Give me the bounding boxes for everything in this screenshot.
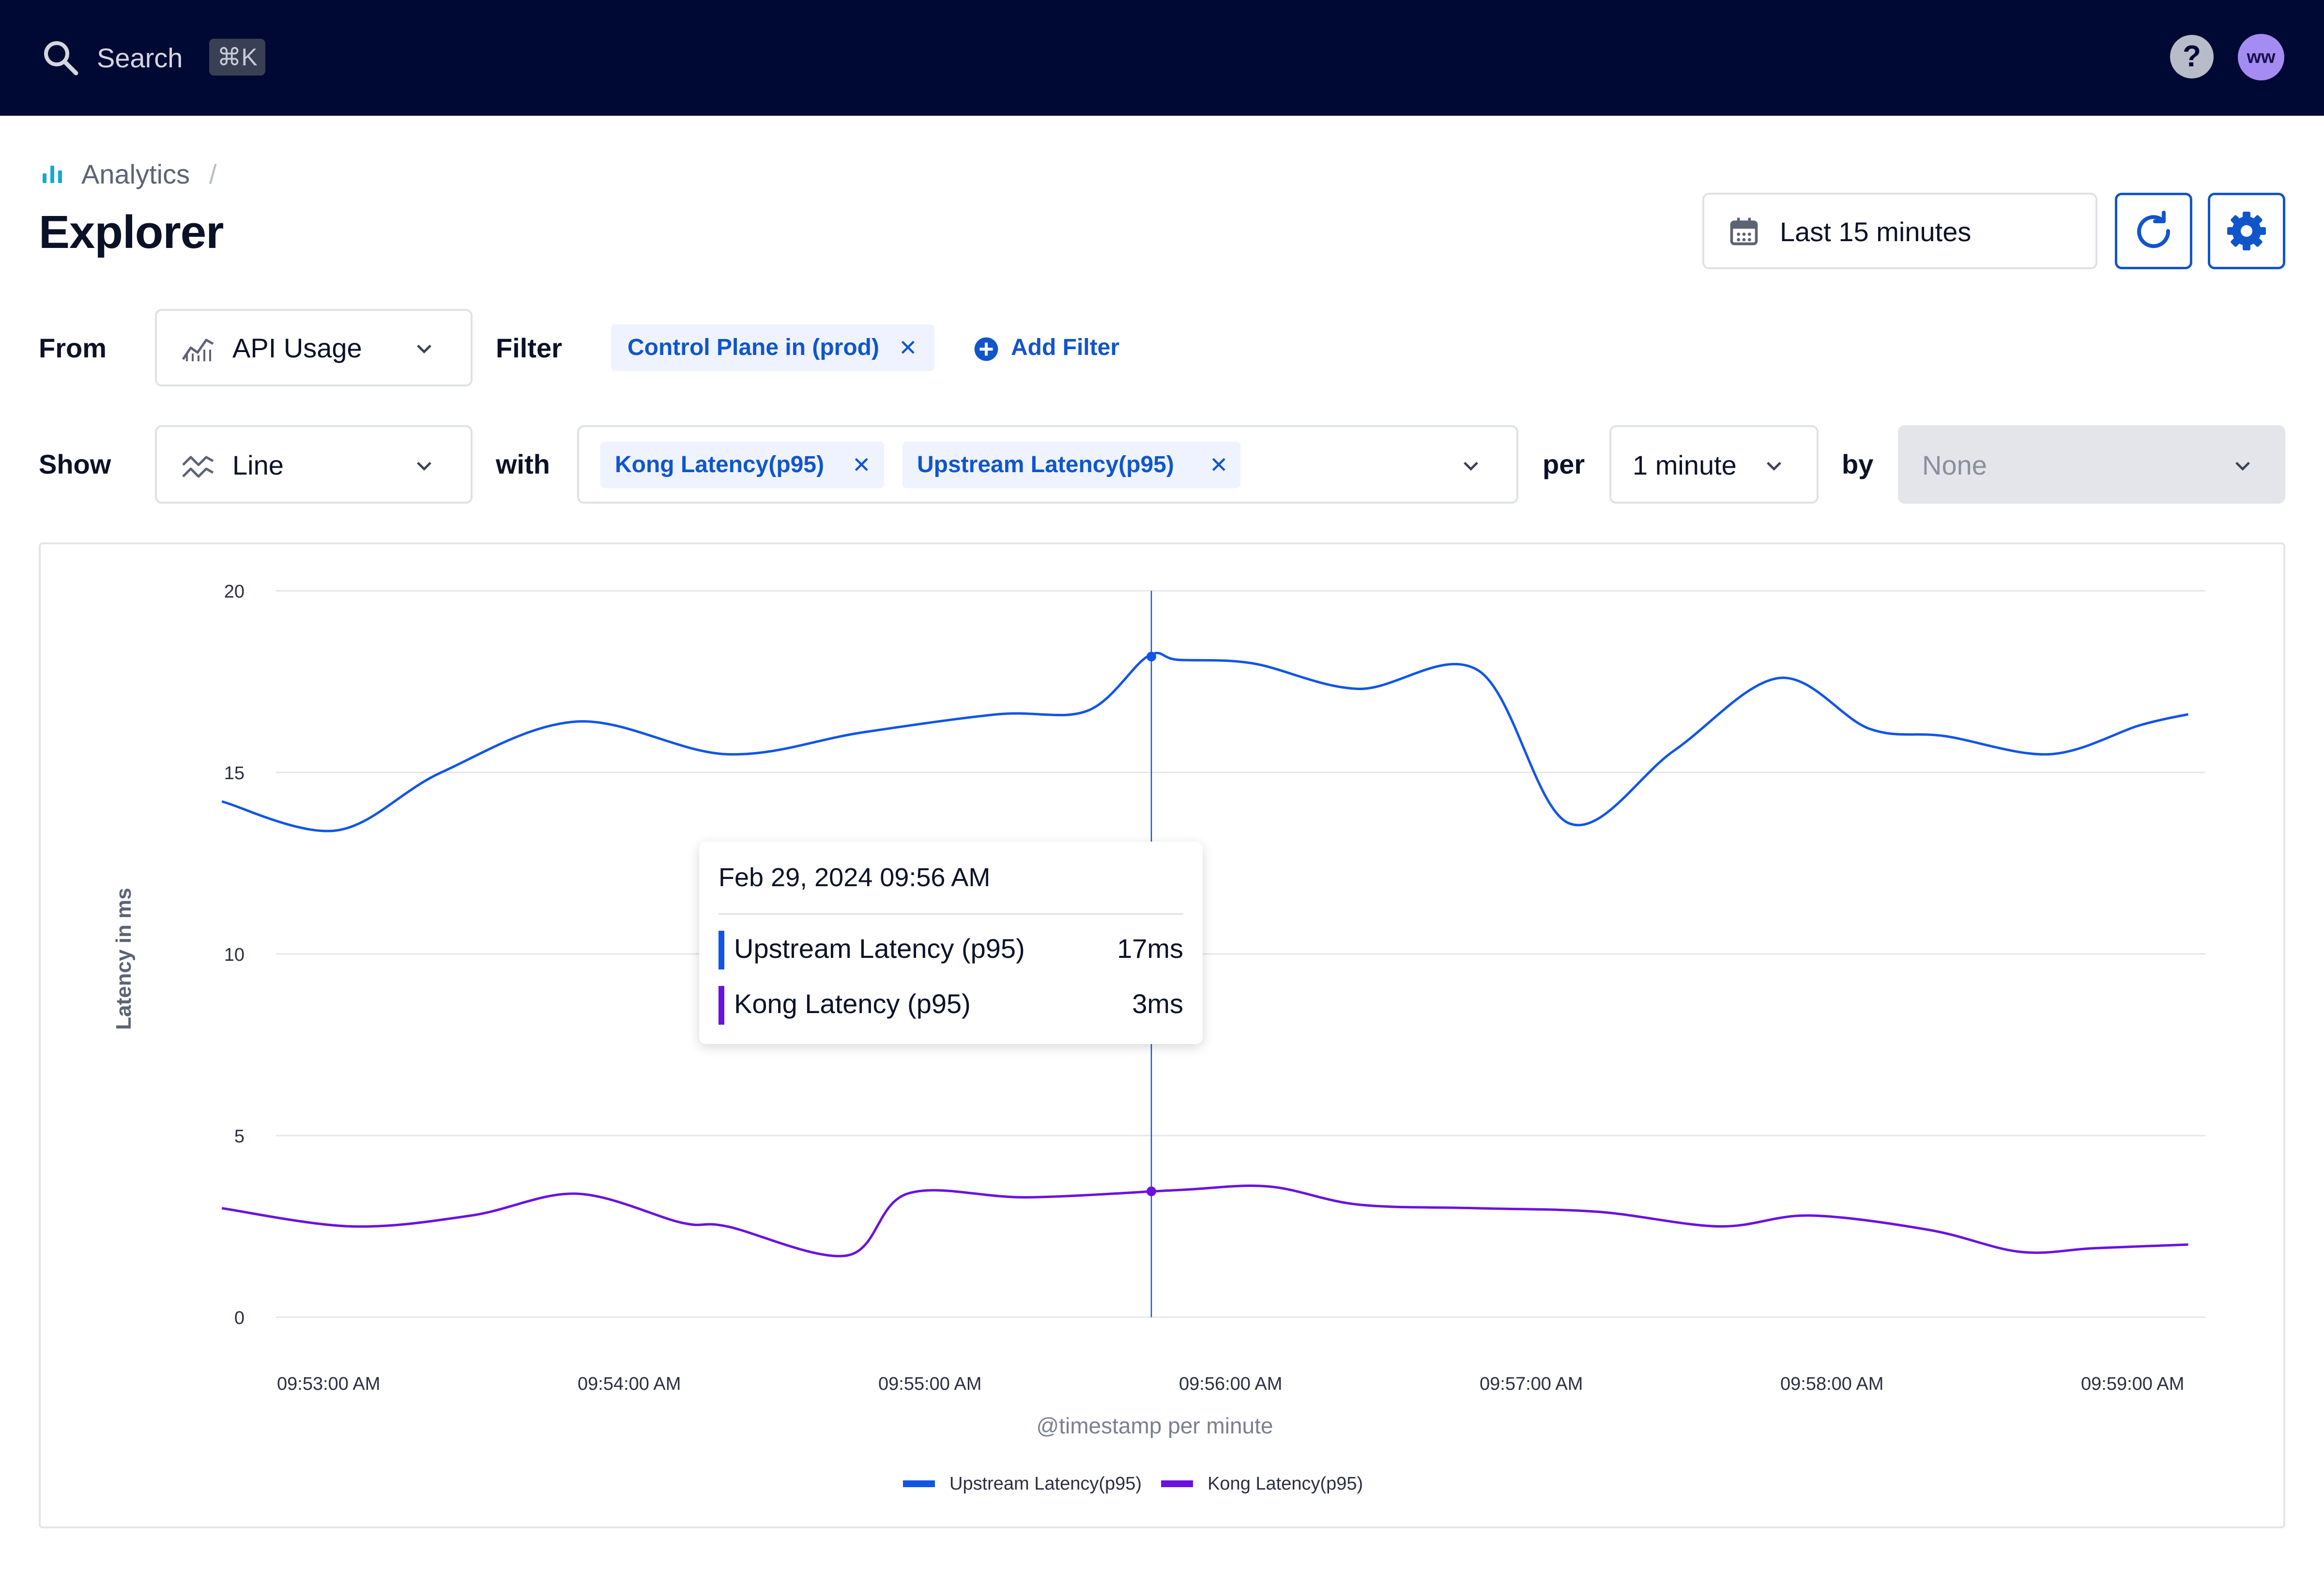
series-line-0 (221, 651, 2189, 832)
per-label: per (1543, 449, 1585, 479)
filter-chip[interactable]: Control Plane in (prod) ✕ (611, 324, 934, 371)
from-label: From (39, 333, 107, 363)
settings-button[interactable] (2208, 193, 2285, 269)
chart-tooltip: Feb 29, 2024 09:56 AM Upstream Latency (… (699, 842, 1203, 1044)
show-label: Show (39, 449, 111, 479)
tooltip-date: Feb 29, 2024 09:56 AM (719, 863, 991, 892)
x-tick-label: 09:54:00 AM (578, 1374, 681, 1394)
x-tick-label: 09:55:00 AM (878, 1374, 981, 1394)
by-label: by (1842, 449, 1874, 479)
breadcrumb-separator: / (209, 159, 217, 189)
tooltip-divider (719, 913, 1183, 915)
top-bar (0, 0, 2324, 116)
y-tick-label: 5 (234, 1126, 245, 1147)
data-source-value: API Usage (232, 333, 362, 363)
tooltip-series-name: Kong Latency (p95) (734, 988, 971, 1019)
page-title: Explorer (39, 206, 224, 258)
line-chart[interactable]: 0 5 10 15 20 09:53:00 AM 09:54:00 AM 09:55:00 A… (39, 542, 2285, 1528)
calendar-icon (1730, 217, 1758, 246)
metric-chip-label: Upstream Latency(p95) (917, 452, 1174, 477)
with-label: with (496, 449, 550, 479)
add-circle-icon[interactable] (973, 336, 999, 362)
metric-chip-label: Kong Latency(p95) (615, 452, 825, 477)
x-tick-label: 09:58:00 AM (1780, 1374, 1883, 1394)
series-line-1 (221, 1184, 2188, 1258)
x-tick-label: 09:56:00 AM (1179, 1374, 1282, 1394)
metrics-select[interactable]: Kong Latency(p95) ✕ Upstream Latency(p95… (577, 425, 1518, 504)
x-tick-label: 09:59:00 AM (2081, 1374, 2184, 1394)
legend-label: Upstream Latency(p95) (949, 1474, 1142, 1494)
search-shortcut-badge: ⌘K (209, 39, 265, 76)
interval-value: 1 minute (1633, 450, 1737, 480)
gear-icon (2227, 212, 2266, 250)
y-tick-label: 10 (224, 945, 245, 965)
chevron-down-icon (417, 461, 431, 471)
data-source-select[interactable]: API Usage (155, 309, 473, 386)
filter-label: Filter (496, 333, 562, 363)
search-trigger[interactable]: Search (97, 43, 183, 73)
group-by-value: None (1922, 450, 1987, 480)
chart-card (39, 542, 2285, 1528)
y-tick-label: 15 (224, 763, 245, 784)
remove-metric-icon[interactable]: ✕ (1209, 452, 1228, 477)
remove-filter-icon[interactable]: ✕ (899, 335, 917, 360)
time-range-picker[interactable] (1702, 193, 2097, 269)
time-range-label: Last 15 minutes (1780, 216, 1972, 247)
hover-point (1147, 1186, 1156, 1197)
group-by-select[interactable]: None (1898, 425, 2285, 504)
y-tick-label: 0 (234, 1308, 245, 1328)
question-icon[interactable]: ? (2170, 35, 2214, 78)
tooltip-swatch-kong (719, 986, 724, 1025)
user-avatar[interactable]: ww (2238, 34, 2284, 80)
y-tick-label: 20 (224, 582, 245, 602)
tooltip-series-value: 3ms (1132, 988, 1183, 1019)
line-chart-icon (182, 456, 214, 478)
x-tick-label: 09:57:00 AM (1480, 1374, 1583, 1394)
search-icon[interactable] (41, 38, 80, 77)
refresh-button[interactable] (2115, 193, 2192, 269)
tooltip-series-value: 17ms (1117, 933, 1183, 964)
tooltip-swatch-upstream (719, 931, 724, 969)
legend-swatch (903, 1480, 935, 1487)
chart-type-select[interactable]: Line (155, 425, 473, 504)
metric-chip-kong[interactable]: Kong Latency(p95) ✕ (600, 442, 884, 488)
chevron-down-icon (1767, 461, 1781, 471)
metric-chip-upstream[interactable]: Upstream Latency(p95) ✕ (902, 442, 1240, 488)
refresh-icon (2137, 211, 2171, 248)
filter-chip-label: Control Plane in (prod) (627, 335, 879, 360)
hover-point (1147, 651, 1156, 661)
interval-select[interactable]: 1 minute (1609, 425, 1819, 504)
breadcrumb-analytics[interactable]: Analytics (81, 159, 190, 189)
legend-label: Kong Latency(p95) (1208, 1474, 1363, 1494)
chevron-down-icon (1464, 461, 1478, 471)
remove-metric-icon[interactable]: ✕ (852, 452, 871, 477)
legend-swatch (1161, 1480, 1193, 1487)
chevron-down-icon (2235, 461, 2250, 471)
tooltip-series-name: Upstream Latency (p95) (734, 933, 1025, 964)
analytics-bar-chart-icon (43, 166, 62, 183)
x-axis-title: @timestamp per minute (1037, 1413, 1273, 1438)
chevron-down-icon (417, 344, 431, 354)
chart-source-icon (182, 338, 214, 361)
add-filter-button[interactable]: Add Filter (1011, 335, 1119, 360)
y-axis-title: Latency in ms (112, 888, 136, 1030)
chart-type-value: Line (232, 450, 284, 480)
x-tick-label: 09:53:00 AM (277, 1374, 380, 1394)
